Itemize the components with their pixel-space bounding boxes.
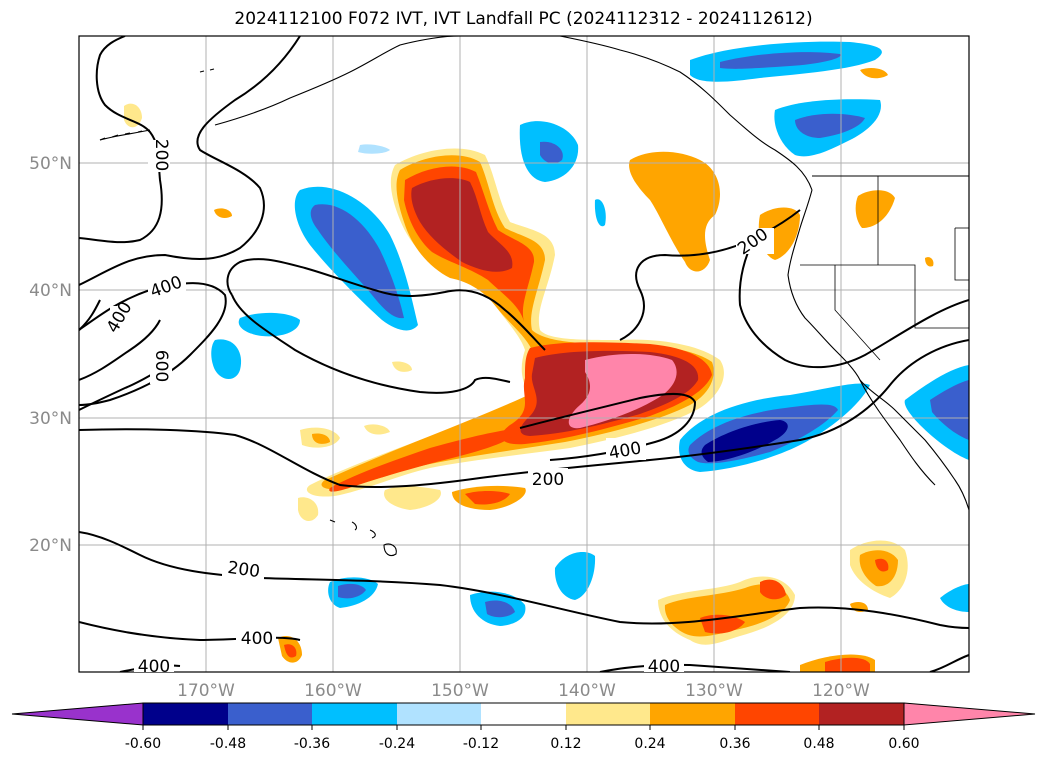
- graticule: [79, 36, 969, 672]
- colorbar-tick-label: -0.36: [294, 736, 330, 752]
- colorbar-tick-label: -0.48: [210, 736, 246, 752]
- lon-label-160w: 160°W: [304, 681, 362, 701]
- contour-label: 600: [151, 350, 171, 382]
- lat-label-50n: 50°N: [29, 154, 72, 174]
- colorbar-bin: [312, 703, 397, 725]
- lat-label-30n: 30°N: [29, 409, 72, 429]
- contour-labels: 200 400 400 600 200 400 200 200 400 400 …: [103, 139, 774, 677]
- colorbar-tick-label: 0.60: [888, 736, 919, 752]
- colorbar-bin: [228, 703, 312, 725]
- lon-label-170w: 170°W: [177, 681, 235, 701]
- colorbar-extend-min: [11, 702, 144, 726]
- contour-label: 400: [241, 629, 273, 649]
- lon-label-140w: 140°W: [558, 681, 616, 701]
- map-title: 2024112100 F072 IVT, IVT Landfall PC (20…: [234, 9, 813, 29]
- colorbar-bin: [143, 703, 228, 725]
- colorbar-tick-label: 0.12: [550, 736, 581, 752]
- contour-label: 200: [151, 139, 171, 171]
- contour-label: 400: [138, 657, 170, 677]
- map-border: [78, 35, 970, 673]
- colorbar-tick-label: -0.60: [125, 736, 161, 752]
- colorbar-bin: [819, 703, 904, 725]
- colorbar-bin: [566, 703, 650, 725]
- lon-label-150w: 150°W: [431, 681, 489, 701]
- colorbar-bin: [481, 703, 566, 725]
- coastlines: [99, 36, 969, 557]
- lon-label-120w: 120°W: [812, 681, 870, 701]
- contour-label: 400: [648, 657, 680, 677]
- colorbar-tick-label: 0.36: [719, 736, 750, 752]
- contour-label: 200: [532, 470, 564, 490]
- contour-label: 200: [226, 558, 261, 582]
- colorbar-tick-label: -0.24: [379, 736, 415, 752]
- colorbar-bin: [397, 703, 481, 725]
- colorbar-bin: [650, 703, 735, 725]
- lon-label-130w: 130°W: [685, 681, 743, 701]
- colorbar-tick-label: -0.12: [463, 736, 499, 752]
- colorbar-bin: [735, 703, 819, 725]
- lat-label-20n: 20°N: [29, 536, 72, 556]
- colorbar-tick-label: 0.24: [634, 736, 665, 752]
- colorbar-extend-max: [903, 702, 1036, 726]
- colorbar: -0.60 -0.48 -0.36 -0.24 -0.12 0.12 0.24 …: [11, 702, 1036, 752]
- lat-label-40n: 40°N: [29, 281, 72, 301]
- colorbar-tick-label: 0.48: [803, 736, 834, 752]
